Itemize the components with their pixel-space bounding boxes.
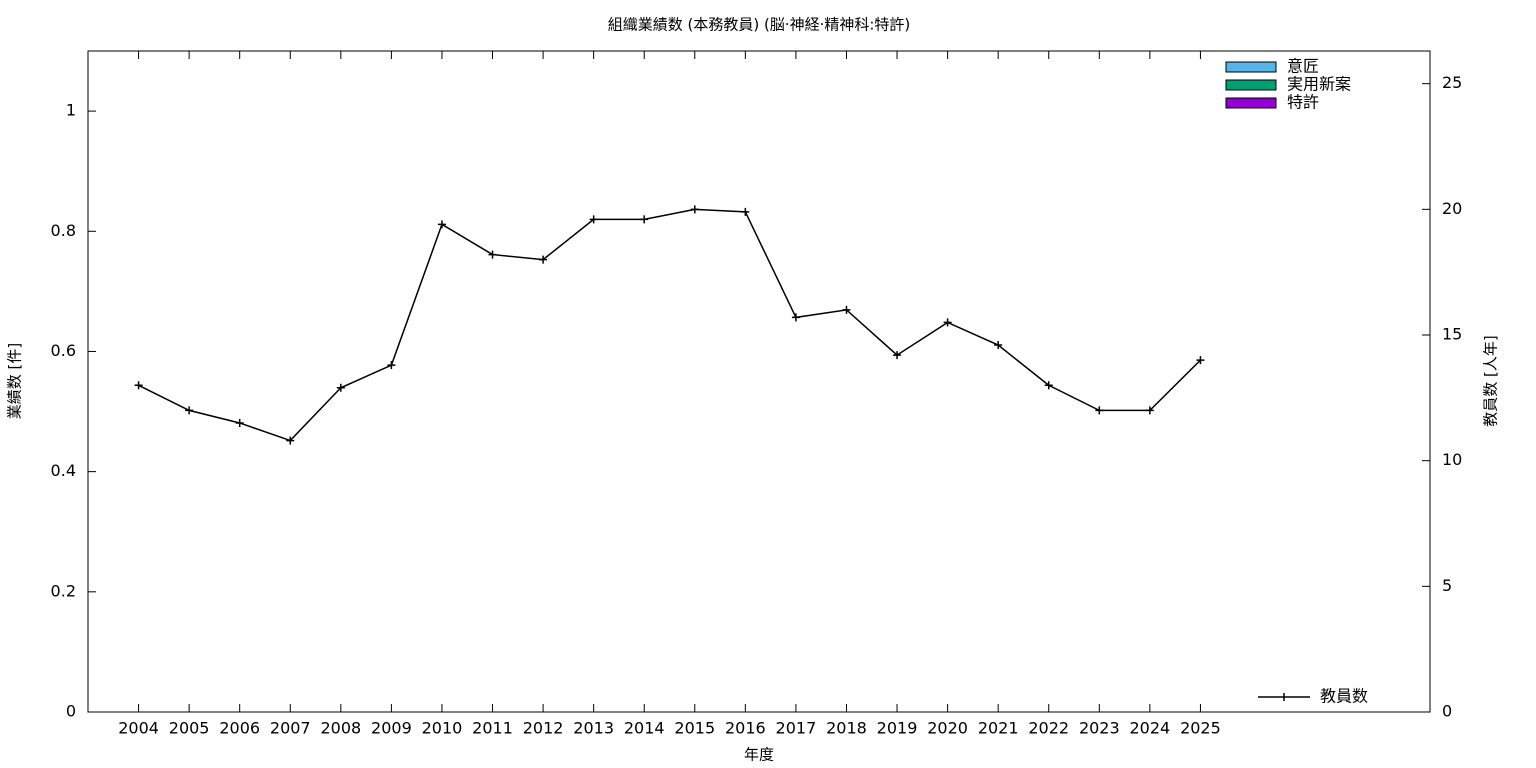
point <box>791 313 800 322</box>
plot-frame <box>87 50 1431 713</box>
x-tick-label: 2021 <box>978 719 1019 738</box>
point <box>1196 356 1205 365</box>
y-tick-label: 0.8 <box>51 221 76 240</box>
point <box>994 341 1003 350</box>
x-tick-label: 2025 <box>1180 719 1221 738</box>
point <box>185 406 194 415</box>
x-tick-label: 2009 <box>371 719 412 738</box>
point <box>235 418 244 427</box>
x-tick-label: 2017 <box>776 719 817 738</box>
x-tick-label: 2024 <box>1130 719 1171 738</box>
point <box>1095 406 1104 415</box>
point <box>1044 381 1053 390</box>
y-tick-label: 0.2 <box>51 581 76 600</box>
y2-tick-label: 5 <box>1442 576 1452 595</box>
y-tick-label: 0 <box>66 702 76 721</box>
x-tick-label: 2008 <box>320 719 361 738</box>
y2-tick-label: 20 <box>1442 199 1462 218</box>
point <box>134 381 143 390</box>
x-tick-label: 2022 <box>1028 719 1069 738</box>
y-tick-label: 1 <box>66 101 76 120</box>
y2-tick-label: 25 <box>1442 73 1462 92</box>
point <box>741 207 750 216</box>
x-tick-label: 2006 <box>219 719 260 738</box>
legend-swatch <box>1225 61 1277 73</box>
legend-swatch <box>1225 97 1277 109</box>
y2-tick-label: 15 <box>1442 325 1462 344</box>
point <box>488 250 497 259</box>
point <box>539 255 548 264</box>
legend-swatch <box>1258 693 1310 701</box>
point <box>286 436 295 445</box>
x-tick-label: 2015 <box>674 719 715 738</box>
legend-label: 実用新案 <box>1287 75 1351 94</box>
y-tick-label: 0.6 <box>51 341 76 360</box>
x-tick-label: 2011 <box>472 719 513 738</box>
line <box>138 208 1201 442</box>
x-tick-label: 2020 <box>927 719 968 738</box>
point <box>690 205 699 214</box>
point <box>943 318 952 327</box>
legend-label: 教員数 <box>1320 687 1368 706</box>
point <box>893 351 902 360</box>
y-axis-label: 業績数 [件] <box>6 343 24 419</box>
point <box>842 305 851 314</box>
x-tick-label: 2018 <box>826 719 867 738</box>
x-tick-label: 2013 <box>573 719 614 738</box>
point <box>387 361 396 370</box>
legend-label: 意匠 <box>1287 57 1319 76</box>
y-tick-label: 0.4 <box>51 461 76 480</box>
legend-label: 特許 <box>1287 93 1319 112</box>
point <box>336 383 345 392</box>
x-tick-label: 2014 <box>624 719 665 738</box>
x-tick-label: 2004 <box>118 719 159 738</box>
x-tick-label: 2005 <box>169 719 210 738</box>
chart-title: 組織業績数 (本務教員) (脳·神経·精神科:特許) <box>608 16 911 34</box>
x-axis-label: 年度 <box>744 746 774 764</box>
point <box>640 215 649 224</box>
y2-axis-label: 教員数 [人年] <box>1482 335 1500 426</box>
x-tick-label: 2016 <box>725 719 766 738</box>
x-tick-label: 2023 <box>1079 719 1120 738</box>
legend-swatch <box>1225 79 1277 91</box>
x-tick-label: 2019 <box>877 719 918 738</box>
point <box>589 215 598 224</box>
x-tick-label: 2007 <box>270 719 311 738</box>
point <box>437 220 446 229</box>
y2-tick-label: 10 <box>1442 450 1462 469</box>
x-tick-label: 2010 <box>422 719 463 738</box>
x-tick-label: 2012 <box>523 719 564 738</box>
point <box>1145 406 1154 415</box>
y2-tick-label: 0 <box>1442 702 1452 721</box>
